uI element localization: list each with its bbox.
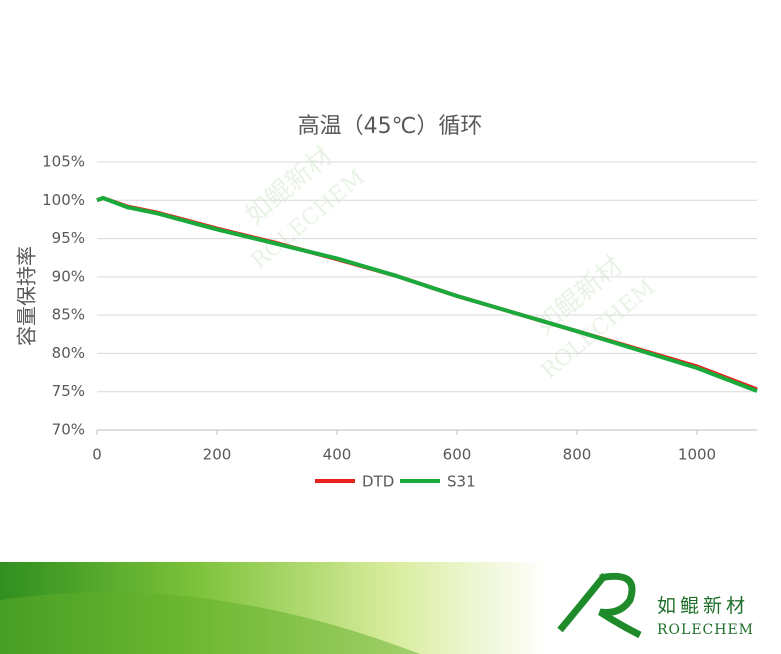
x-tick-label: 1000 xyxy=(678,446,716,464)
logo-mark xyxy=(557,572,642,639)
y-tick-label: 100% xyxy=(42,191,85,209)
series-line xyxy=(96,195,758,393)
x-tick-label: 0 xyxy=(92,446,102,464)
y-axis-label: 容量保持率 xyxy=(15,246,39,346)
y-tick-label: 90% xyxy=(52,267,85,285)
y-tick-label: 75% xyxy=(52,382,85,400)
x-tick-label: 800 xyxy=(563,446,592,464)
x-tick-label: 400 xyxy=(323,446,352,464)
y-tick-label: 70% xyxy=(52,421,85,439)
legend-label: S31 xyxy=(447,473,476,491)
chart-title: 高温（45℃）循环 xyxy=(298,114,483,139)
brand-en: ROLECHEM xyxy=(657,622,754,638)
footer-swoosh xyxy=(0,592,420,654)
x-tick-label: 600 xyxy=(443,446,472,464)
watermarks: 如鲲新材 ROLECHEM 如鲲新材 ROLECHEM xyxy=(240,141,660,384)
x-tick-label: 200 xyxy=(203,446,232,464)
y-tick-label: 95% xyxy=(52,229,85,247)
y-tick-label: 80% xyxy=(52,344,85,362)
legend-label: DTD xyxy=(362,473,394,491)
brand-cn: 如鲲新材 xyxy=(657,595,749,617)
y-tick-label: 85% xyxy=(52,306,85,324)
y-tick-label: 105% xyxy=(42,153,85,171)
